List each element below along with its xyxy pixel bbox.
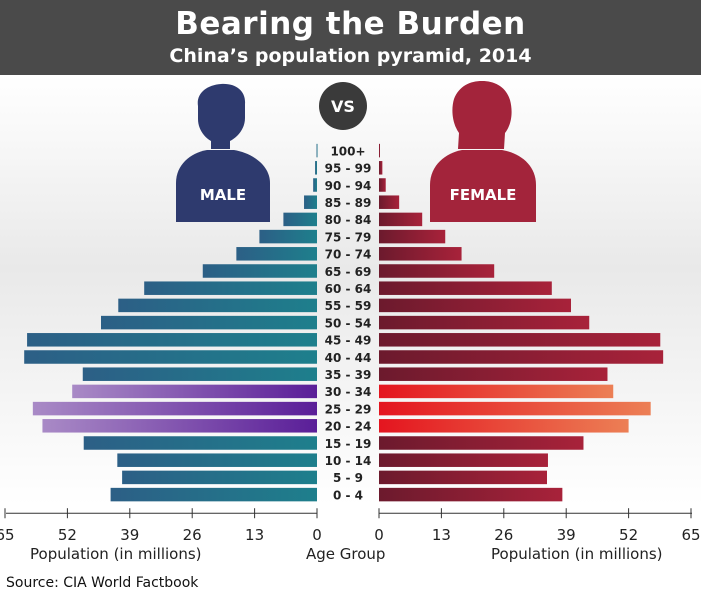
age-group-label: 0 - 4 — [333, 488, 363, 502]
female-silhouette: FEMALE — [430, 81, 536, 222]
male-head-icon — [197, 83, 246, 149]
female-bar — [379, 401, 651, 416]
male-bar — [316, 143, 318, 158]
chart-title: Bearing the Burden — [175, 6, 526, 42]
female-x-tick-label: 0 — [374, 526, 384, 544]
age-group-label: 95 - 99 — [325, 162, 372, 176]
male-bar — [313, 178, 317, 192]
vs-circle — [319, 82, 367, 130]
age-group-label: 55 - 59 — [325, 299, 372, 313]
female-bar — [379, 487, 563, 502]
x-axis-label-right: Population (in millions) — [491, 545, 663, 563]
male-body-icon — [176, 150, 270, 222]
age-group-label: 50 - 54 — [325, 316, 372, 330]
female-bar — [379, 195, 400, 209]
female-head-icon — [452, 81, 512, 149]
male-x-tick-label: 52 — [58, 526, 77, 544]
male-x-tick-label: 13 — [245, 526, 264, 544]
female-bar — [379, 178, 386, 192]
male-x-tick-label: 0 — [312, 526, 322, 544]
female-bar — [379, 419, 629, 433]
age-group-label: 35 - 39 — [325, 368, 372, 382]
male-bar — [82, 367, 317, 381]
chart-background — [0, 75, 701, 505]
age-group-label: 80 - 84 — [325, 213, 372, 227]
female-x-tick-label: 52 — [619, 526, 638, 544]
female-bar — [379, 229, 446, 244]
age-group-label: 30 - 34 — [325, 385, 372, 399]
age-group-label: 10 - 14 — [325, 454, 372, 468]
male-bar — [42, 419, 317, 433]
source-note: Source: CIA World Factbook — [6, 575, 199, 591]
age-group-label: 15 - 19 — [325, 437, 372, 451]
age-group-label: 45 - 49 — [325, 334, 372, 348]
female-bar — [379, 264, 495, 278]
female-bar — [379, 333, 661, 347]
male-bar — [72, 384, 317, 399]
male-bar — [24, 350, 317, 364]
female-bar — [379, 143, 380, 158]
male-x-tick-label: 26 — [183, 526, 202, 544]
male-bar — [32, 401, 318, 416]
male-bar — [117, 453, 317, 467]
chart-header: Bearing the Burden China’s population py… — [0, 0, 701, 75]
female-label: FEMALE — [450, 186, 517, 204]
male-bar — [315, 161, 317, 175]
male-bar — [283, 212, 317, 227]
age-group-label: 100+ — [330, 144, 365, 158]
female-x-tick-label: 13 — [432, 526, 451, 544]
vs-badge: VS — [319, 82, 367, 130]
female-bar — [379, 350, 664, 364]
population-pyramid-chart: VS MALE FEMALE 100+ 95 - 99 90 - 94 85 - 89… — [0, 81, 701, 544]
age-group-label: 65 - 69 — [325, 265, 372, 279]
male-x-tick-label: 39 — [120, 526, 139, 544]
age-group-label: 70 - 74 — [325, 248, 372, 262]
age-group-label: 25 - 29 — [325, 402, 372, 416]
age-group-label: 85 - 89 — [325, 196, 372, 210]
male-bar — [202, 264, 317, 278]
female-bar — [379, 470, 547, 485]
male-bar — [236, 247, 317, 261]
male-bar — [144, 281, 317, 295]
female-body-icon — [430, 150, 536, 222]
male-bar — [110, 487, 317, 502]
female-x-tick-label: 26 — [494, 526, 513, 544]
female-bar — [379, 247, 462, 261]
vs-text: VS — [331, 97, 355, 116]
male-bar — [118, 298, 317, 313]
age-group-label: 40 - 44 — [325, 351, 372, 365]
female-bar — [379, 315, 590, 330]
female-bar — [379, 384, 614, 399]
age-group-label: 90 - 94 — [325, 179, 372, 193]
age-group-label: 20 - 24 — [325, 420, 372, 434]
female-bar — [379, 281, 552, 295]
age-group-label: 5 - 9 — [333, 471, 363, 485]
male-x-tick-label: 65 — [0, 526, 15, 544]
x-axis-label-center: Age Group — [306, 545, 386, 563]
chart-subtitle: China’s population pyramid, 2014 — [169, 45, 532, 67]
female-bar — [379, 161, 383, 175]
age-group-label: 60 - 64 — [325, 282, 372, 296]
female-bar — [379, 367, 608, 381]
male-bar — [83, 436, 317, 450]
age-group-label: 75 - 79 — [325, 230, 372, 244]
male-silhouette: MALE — [176, 83, 270, 222]
male-bar — [27, 333, 318, 347]
female-bar — [379, 212, 423, 227]
female-bar — [379, 298, 571, 313]
x-axis-label-left: Population (in millions) — [30, 545, 202, 563]
female-bar — [379, 453, 548, 467]
male-bar — [122, 470, 318, 485]
male-bar — [101, 315, 317, 330]
male-label: MALE — [200, 186, 246, 204]
male-bar — [304, 195, 317, 209]
pyramid-bars: 100+ 95 - 99 90 - 94 85 - 89 80 - 84 75 - 79 7… — [24, 143, 664, 502]
male-bar — [259, 229, 317, 244]
pyramid-axes: 0 0 13 13 26 26 39 39 52 52 65 65 — [0, 508, 701, 544]
female-bar — [379, 436, 584, 450]
female-x-tick-label: 65 — [681, 526, 700, 544]
female-x-tick-label: 39 — [557, 526, 576, 544]
